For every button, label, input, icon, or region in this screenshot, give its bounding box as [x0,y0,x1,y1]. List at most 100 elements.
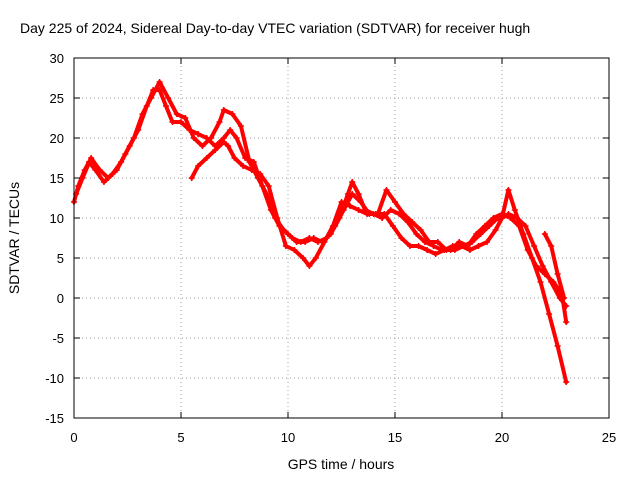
plot-frame [73,57,610,419]
data-point [265,183,272,189]
y-tick-label: 5 [57,251,64,266]
data-point [88,155,95,161]
data-point [349,191,356,197]
series-line [542,232,567,300]
data-point [531,243,538,249]
data-point [340,207,347,213]
data-point [539,263,546,269]
data-point [291,247,298,253]
data-point [263,191,270,197]
data-point [548,279,555,285]
series-track-2 [73,79,570,309]
data-point [415,243,422,249]
data-point [563,379,570,385]
data-point [383,187,390,193]
data-point [563,319,570,325]
data-point [409,219,416,225]
data-point [195,163,202,169]
data-point [537,279,544,285]
data-point [541,231,548,237]
data-point [188,175,195,181]
data-point [100,179,107,185]
y-tick-label: 25 [50,91,64,106]
x-tick-labels: 0 5 10 15 20 25 [70,430,616,445]
y-tick-label: 10 [50,211,64,226]
data-point [148,95,155,101]
series-track-4 [541,231,568,301]
data-point [449,243,456,249]
data-point [426,239,433,245]
data-point [400,211,407,217]
data-point [178,119,184,125]
data-point [329,223,336,229]
data-point [255,175,262,181]
data-point [406,243,413,249]
y-tick-label: -15 [45,411,64,426]
data-point [458,243,465,249]
x-tick-label: 10 [281,430,295,445]
data-point [392,199,398,205]
y-tick-label: 30 [50,51,64,66]
data-point [195,131,202,137]
data-point [349,179,356,185]
data-point [554,343,561,349]
data-point [156,79,163,85]
data-point [212,147,219,153]
data-point [130,135,137,141]
data-point [321,239,328,245]
data-point [216,119,223,125]
data-point [79,175,86,181]
data-point [355,191,362,197]
y-tick-label: 0 [57,291,64,306]
data-point [289,235,296,241]
data-point [297,239,304,245]
data-point [546,311,553,317]
data-point [220,107,227,113]
data-point [499,215,505,221]
data-point [233,135,240,141]
data-point [190,135,197,141]
data-point [169,119,176,125]
data-point [312,255,319,261]
y-tick-label: -10 [45,371,64,386]
data-point [389,223,396,229]
data-point [173,111,180,117]
y-tick-label: 20 [50,131,64,146]
data-point [274,215,281,221]
data-point [122,151,129,157]
data-point [257,171,264,177]
series-line [74,80,569,308]
data-point [528,255,535,261]
y-axis-label: SDTVAR / TECUs [6,182,22,294]
data-point [511,207,518,213]
series-line [72,88,569,324]
y-tick-labels: -15 -10 -5 0 5 10 15 20 25 30 [45,51,64,426]
data-point [554,271,561,277]
data-point [163,103,170,109]
data-point [207,135,214,141]
data-point [413,231,420,237]
tick-marks [73,57,610,419]
data-point [248,167,255,173]
data-point [475,243,482,249]
x-tick-label: 15 [388,430,402,445]
x-tick-label: 0 [70,430,77,445]
data-point [203,155,210,161]
data-point [355,207,362,213]
data-point [113,167,120,173]
data-point [357,199,364,205]
data-point [314,239,321,245]
data-point [338,199,345,205]
data-point [477,231,484,237]
data-point [220,139,227,145]
data-point [372,211,379,217]
x-tick-label: 5 [177,430,184,445]
data-point [492,227,499,233]
data-point [306,263,313,269]
data-point [484,239,491,245]
y-tick-label: -5 [52,331,64,346]
data-point [182,115,189,121]
data-point [505,211,512,217]
data-point [469,239,476,245]
